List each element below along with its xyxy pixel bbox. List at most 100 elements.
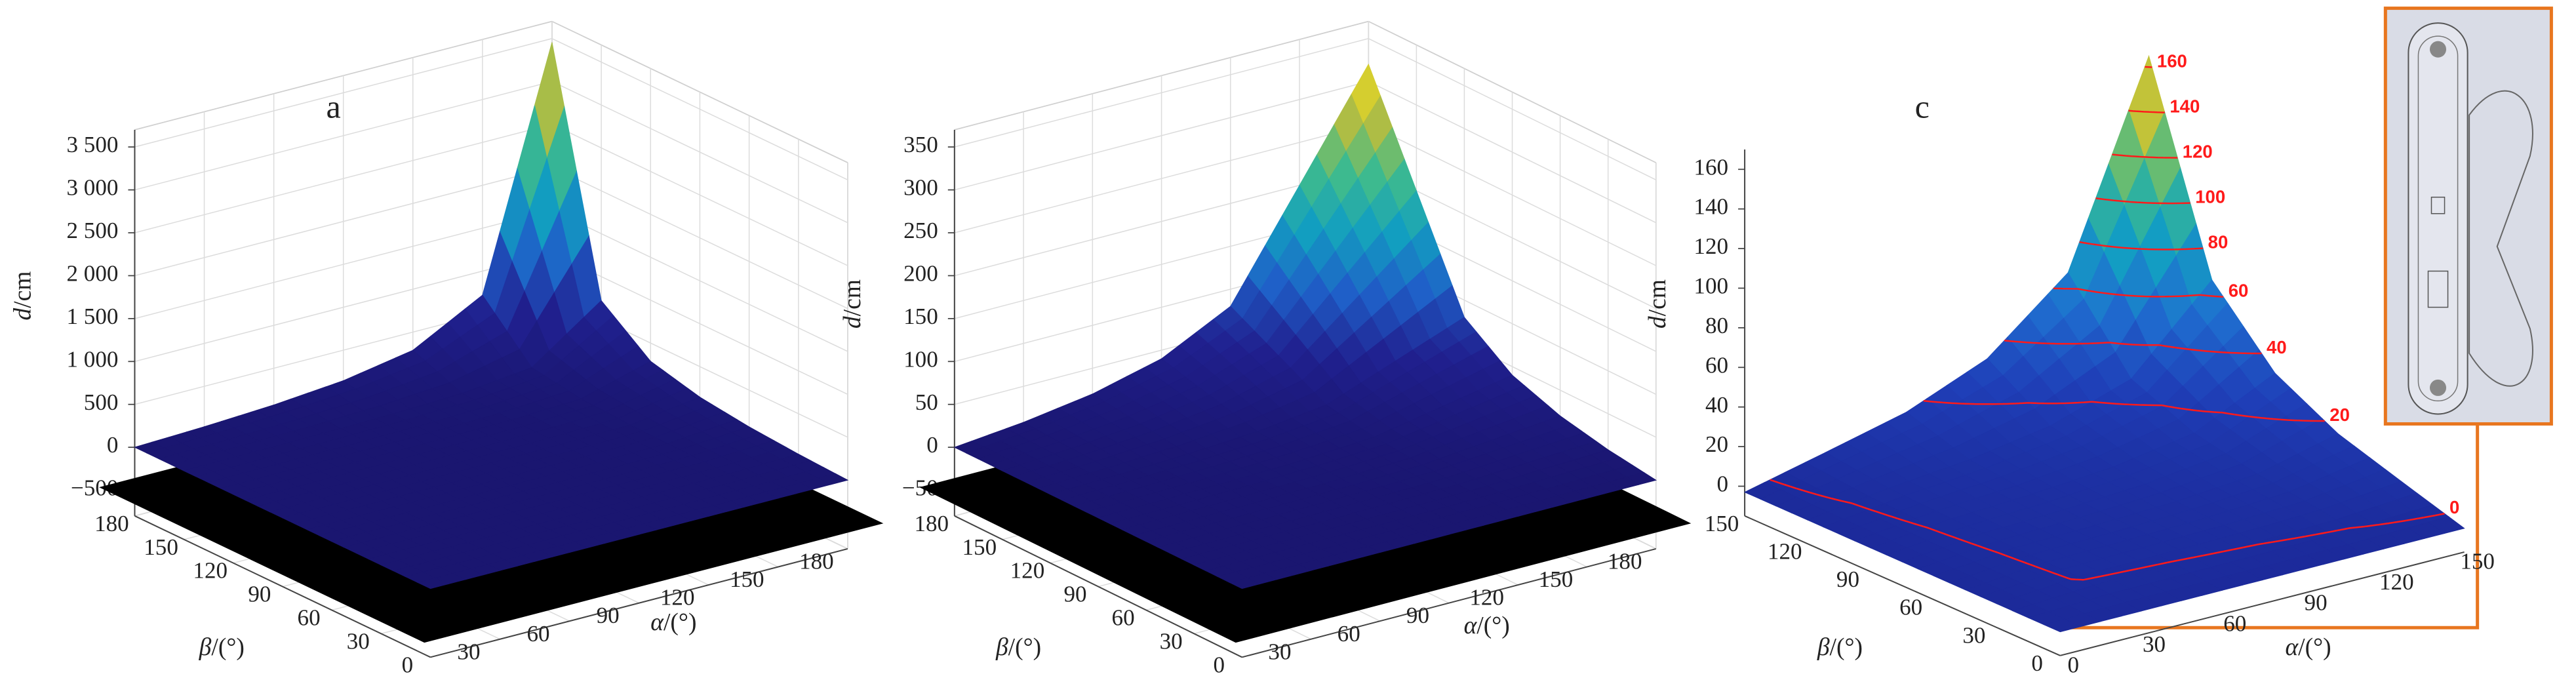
contour-line: [2095, 197, 2190, 205]
panel-label: c: [1915, 88, 1930, 125]
grid-line: [134, 123, 553, 233]
x-tick-label: 30: [2143, 631, 2166, 657]
y-tick-label: 30: [347, 628, 370, 654]
y-tick-label: 120: [193, 558, 228, 584]
z-tick-label: 2 000: [66, 260, 118, 286]
panel-label: a: [327, 88, 341, 125]
y-tick-label: 60: [298, 605, 321, 631]
z-tick-label: 2 500: [66, 218, 118, 243]
y-tick-label: 30: [1160, 628, 1183, 654]
z-tick-label: 350: [903, 132, 938, 157]
y-tick-label: 90: [248, 582, 271, 607]
z-tick-label: 250: [903, 218, 938, 243]
z-tick-label: 500: [84, 389, 119, 415]
contour-line: [2145, 66, 2152, 68]
x-axis-label: α/(°): [2285, 633, 2331, 660]
z-tick-label: 0: [1716, 471, 1728, 497]
contour-line: [2004, 340, 2262, 355]
x-axis: [2059, 551, 2465, 656]
grid-line: [954, 123, 1369, 233]
z-tick-label: 160: [1694, 154, 1728, 180]
z-tick-label: 3 500: [66, 132, 118, 157]
inset-arm: [2468, 90, 2533, 387]
inset-body-inner: [2417, 35, 2459, 402]
z-axis-label: d/cm: [9, 271, 36, 320]
contour-line: [2079, 241, 2204, 250]
grid-line: [134, 252, 553, 363]
grid-line: [551, 167, 848, 309]
y-tick-label: 30: [1962, 622, 1985, 648]
z-tick-label: 20: [1705, 431, 1728, 457]
x-tick-label: 30: [1268, 639, 1291, 664]
x-tick-label: 150: [730, 567, 764, 592]
y-axis-label: β/(°): [199, 633, 245, 660]
grid-line: [1368, 81, 1657, 224]
y-tick-label: 90: [1063, 582, 1086, 607]
z-tick-label: 0: [107, 432, 119, 458]
grid-line: [551, 38, 848, 180]
y-tick-label: 180: [94, 511, 129, 536]
z-tick-label: 200: [903, 260, 938, 286]
grid-line: [134, 81, 553, 191]
y-axis-label: β/(°): [995, 633, 1041, 660]
contour-label: 20: [2329, 405, 2350, 425]
x-axis: [430, 548, 848, 658]
inset-body: [2408, 22, 2468, 415]
contour-line: [1770, 479, 2445, 581]
y-tick-label: 60: [1112, 605, 1135, 631]
z-tick-label: 150: [903, 304, 938, 329]
y-tick-label: 0: [1213, 652, 1225, 677]
contour-line: [2112, 153, 2178, 159]
y-tick-label: 120: [1010, 558, 1045, 584]
grid-line: [551, 81, 848, 224]
x-tick-label: 180: [799, 549, 834, 574]
y-axis: [134, 515, 431, 658]
z-tick-label: 100: [1694, 273, 1728, 299]
z-tick-label: 140: [1694, 194, 1728, 220]
y-tick-label: 60: [1899, 595, 1922, 620]
inset-joint: [2429, 379, 2447, 396]
x-tick-label: 150: [2460, 549, 2495, 574]
z-tick-label: 1 500: [66, 304, 118, 329]
x-tick-label: 120: [2379, 569, 2414, 595]
contour-label: 140: [2170, 96, 2200, 116]
z-tick-label: 40: [1705, 392, 1728, 418]
y-tick-label: 150: [144, 534, 178, 560]
z-axis-label: d/cm: [1644, 279, 1671, 329]
x-tick-label: 0: [2067, 652, 2079, 677]
x-tick-label: 30: [457, 639, 480, 664]
z-tick-label: 100: [903, 346, 938, 372]
y-tick-label: 150: [962, 534, 997, 560]
grid-line: [1368, 123, 1657, 266]
y-axis: [954, 515, 1242, 658]
y-tick-label: 120: [1768, 539, 1802, 565]
surface-cell: [417, 578, 449, 589]
contour-label: 160: [2157, 50, 2187, 71]
y-tick-label: 150: [1705, 511, 1739, 536]
y-tick-label: 180: [914, 511, 949, 536]
x-tick-label: 60: [527, 621, 550, 647]
grid-line: [551, 123, 848, 266]
contour-line: [1923, 400, 2325, 422]
x-tick-label: 120: [1469, 585, 1504, 610]
grid-line: [134, 38, 553, 148]
grid-line: [134, 167, 553, 277]
z-tick-label: 300: [903, 175, 938, 201]
x-tick-label: 90: [2305, 590, 2328, 616]
x-tick-label: 180: [1608, 549, 1642, 574]
y-axis: [1744, 515, 2061, 656]
z-tick-label: 0: [926, 432, 938, 458]
inset-connector: [2061, 424, 2480, 629]
y-axis-label: β/(°): [1817, 633, 1863, 660]
grid-line: [954, 81, 1369, 191]
contour-label: 80: [2208, 231, 2229, 252]
z-tick-label: 80: [1705, 313, 1728, 338]
z-tick-label: 1 000: [66, 346, 118, 372]
x-axis: [1242, 548, 1657, 658]
z-tick-label: 120: [1694, 233, 1728, 259]
surface-cell: [1229, 578, 1261, 589]
contour-line: [2128, 110, 2165, 113]
surface-cell: [2043, 618, 2082, 633]
